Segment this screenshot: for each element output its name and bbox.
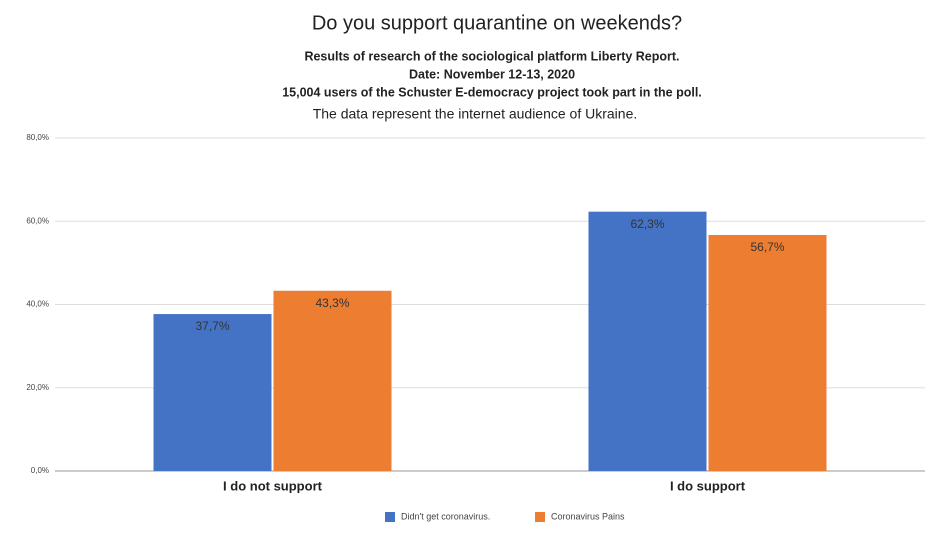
bar bbox=[153, 314, 272, 471]
subtitle: Date: November 12-13, 2020 bbox=[409, 67, 575, 81]
chart-title: Do you support quarantine on weekends? bbox=[312, 12, 682, 34]
legend-swatch bbox=[385, 512, 395, 522]
value-label: 43,3% bbox=[315, 296, 349, 310]
value-label: 56,7% bbox=[750, 240, 784, 254]
y-tick-label: 0,0% bbox=[31, 466, 49, 475]
y-tick-label: 20,0% bbox=[26, 383, 49, 392]
bar bbox=[708, 234, 827, 471]
bar bbox=[273, 290, 392, 471]
value-label: 62,3% bbox=[630, 217, 664, 231]
subtitle: Results of research of the sociological … bbox=[304, 49, 679, 63]
value-label: 37,7% bbox=[195, 319, 229, 333]
x-tick-label: I do support bbox=[670, 478, 746, 493]
x-tick-label: I do not support bbox=[223, 478, 323, 493]
y-tick-label: 60,0% bbox=[26, 216, 49, 225]
legend-swatch bbox=[535, 512, 545, 522]
y-tick-label: 40,0% bbox=[26, 300, 49, 309]
bar bbox=[588, 211, 707, 471]
y-tick-label: 80,0% bbox=[26, 133, 49, 142]
subtitle: The data represent the internet audience… bbox=[313, 106, 638, 122]
legend-label: Didn't get coronavirus. bbox=[401, 511, 490, 521]
legend-label: Coronavirus Pains bbox=[551, 511, 625, 521]
subtitle: 15,004 users of the Schuster E-democracy… bbox=[282, 85, 702, 99]
